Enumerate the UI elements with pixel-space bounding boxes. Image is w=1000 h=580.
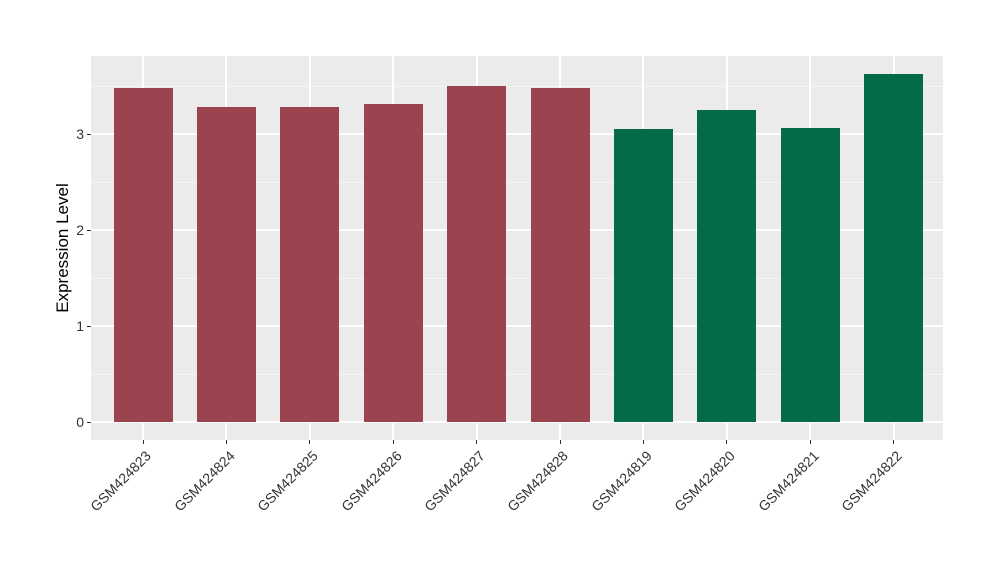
x-tick-mark [809,440,811,444]
major-gridline [91,133,943,135]
minor-gridline [91,85,943,87]
bar-GSM424824 [196,107,256,422]
minor-gridline [91,277,943,279]
minor-gridline [91,181,943,183]
bar-GSM424821 [780,128,840,422]
x-tick-label: GSM424821 [754,447,822,515]
major-gridline [91,229,943,231]
major-gridline [91,421,943,423]
x-tick-mark [559,440,561,444]
y-tick-label: 0 [76,414,84,430]
x-tick-mark [893,440,895,444]
y-tick-label: 1 [76,318,84,334]
y-axis-title: Expression Level [53,183,72,313]
x-tick-mark [225,440,227,444]
bar-GSM424825 [280,107,340,422]
bar-GSM424823 [113,88,173,422]
x-tick-mark [642,440,644,444]
major-gridline [91,325,943,327]
x-tick-label: GSM424828 [504,447,572,515]
x-tick-mark [142,440,144,444]
bar-GSM424820 [697,110,757,422]
x-tick-label: GSM424822 [838,447,905,515]
bar-GSM424819 [613,129,673,422]
bar-GSM424828 [530,88,590,422]
x-tick-label: GSM424827 [421,447,488,515]
bar-GSM424827 [447,86,507,422]
x-tick-label: GSM424825 [254,447,322,515]
plot-panel [91,56,943,440]
y-tick-mark [87,421,91,423]
x-tick-label: GSM424823 [87,447,155,515]
y-tick-mark [87,325,91,327]
x-tick-mark [726,440,728,444]
minor-gridline [91,373,943,375]
x-tick-mark [392,440,394,444]
x-tick-label: GSM424824 [170,447,238,515]
x-tick-label: GSM424820 [671,447,739,515]
y-tick-label: 3 [76,126,84,142]
bar-GSM424826 [363,104,423,422]
y-tick-mark [87,133,91,135]
bar-GSM424822 [864,74,924,422]
y-tick-mark [87,229,91,231]
x-tick-label: GSM424826 [337,447,405,515]
x-tick-label: GSM424819 [587,447,655,515]
x-tick-mark [309,440,311,444]
x-tick-mark [476,440,478,444]
y-tick-label: 2 [76,222,84,238]
